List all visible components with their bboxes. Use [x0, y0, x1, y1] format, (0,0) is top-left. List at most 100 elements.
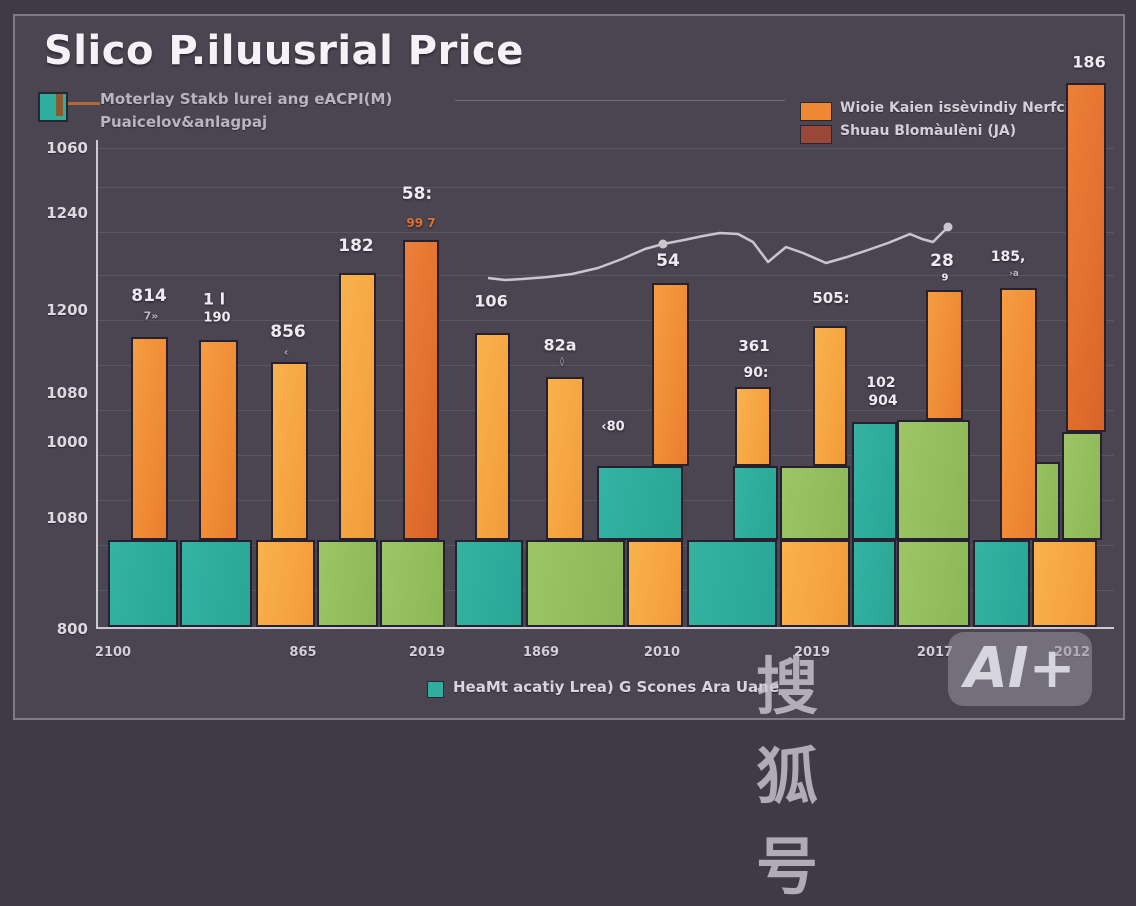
grid-line [96, 365, 1114, 366]
bar [403, 240, 439, 540]
bar [813, 326, 847, 466]
x-tick-label: 1869 [522, 645, 560, 660]
legend-left-line1: Moterlay Stakb lurei ang eACPI(M) [100, 90, 393, 108]
y-tick-label: 1080 [46, 384, 88, 402]
bar [199, 340, 238, 540]
mid-band-bar [780, 466, 850, 540]
value-label: 1 l [202, 289, 226, 309]
value-label: 82a [543, 335, 577, 355]
trend-line-path [487, 226, 949, 282]
value-label: 9 [941, 272, 949, 284]
watermark-badge: AI+ [948, 632, 1092, 706]
value-label: ›a [1009, 269, 1019, 279]
value-label: 186 [1072, 52, 1106, 72]
bar [652, 283, 689, 466]
mid-band-bar [897, 420, 970, 540]
x-tick-label: 2100 [94, 645, 132, 660]
value-label: 814 [131, 286, 167, 306]
value-label: 904 [868, 393, 898, 409]
bar [1000, 288, 1037, 540]
legend-connector-line [68, 102, 100, 105]
value-label: 58: [401, 184, 433, 204]
value-label: 102 [866, 375, 896, 391]
value-label: 361 [738, 337, 770, 355]
legend-left-line2: Puaicelov&anlagpaj [100, 113, 268, 131]
band-segment [687, 540, 777, 627]
value-label: 505: [812, 289, 850, 307]
grid-line [96, 275, 1114, 276]
x-tick-label: 2019 [793, 645, 831, 660]
teal-series-swatch [427, 681, 444, 698]
plot-area: 1060 1240 1200 1080 1000 1080 800 2100 865 2019 18… [46, 52, 1114, 660]
value-label: 7» [143, 309, 159, 323]
y-tick-label: 1060 [46, 139, 88, 157]
value-label: 856 [270, 322, 306, 342]
value-label: 182 [338, 236, 374, 256]
grid-line [96, 232, 1114, 233]
chart-panel: Slico P.iluusrial Price Moterlay Stakb l… [13, 14, 1125, 903]
dark-red-series-swatch [800, 125, 832, 144]
x-tick-label: 865 [289, 645, 317, 660]
bar [1066, 83, 1106, 432]
band-segment [852, 540, 896, 627]
mid-band-bar [733, 466, 778, 540]
legend-item-label: Wioie Kaien issèvindiy Nerfcist [840, 100, 1085, 116]
band-segment [455, 540, 523, 627]
x-tick-label: 2019 [408, 645, 446, 660]
value-label: 90: [743, 365, 769, 381]
band-segment [973, 540, 1030, 627]
band-segment [256, 540, 315, 627]
value-label: ‹ [283, 345, 289, 359]
grid-line [96, 455, 1114, 456]
value-label: ◊ [559, 357, 565, 367]
band-segment [108, 540, 178, 627]
band-segment [897, 540, 970, 627]
bar [339, 273, 376, 540]
y-tick-label: 800 [56, 620, 88, 638]
mid-band-bar [597, 466, 683, 540]
band-segment [780, 540, 850, 627]
candlestick-stripe-icon [56, 94, 63, 116]
bar [546, 377, 584, 540]
value-label: ‹80 [601, 419, 625, 435]
bar [852, 422, 897, 540]
band-segment [627, 540, 683, 627]
band-segment [180, 540, 252, 627]
bar [475, 333, 510, 540]
value-label: 185, [990, 249, 1026, 265]
value-label: 106 [474, 291, 508, 311]
band-segment [526, 540, 625, 627]
value-label: 99 7 [406, 216, 436, 230]
legend-divider-line [455, 100, 785, 101]
value-label: 54 [656, 251, 680, 271]
y-tick-label: 1200 [46, 301, 88, 319]
watermark-badge-label: AI+ [964, 636, 1076, 701]
grid-line [96, 148, 1114, 149]
grid-line [96, 320, 1114, 321]
trend-line-marker [943, 222, 953, 232]
trend-line-marker [658, 239, 668, 249]
y-tick-label: 1000 [46, 433, 88, 451]
band-segment [317, 540, 378, 627]
chart-title: Slico P.iluusrial Price [44, 28, 524, 74]
bar [735, 387, 771, 466]
legend-left-text: Moterlay Stakb lurei ang eACPI(M) Puaice… [100, 88, 520, 134]
grid-line [96, 187, 1114, 188]
value-label: 190 [203, 310, 231, 326]
x-tick-label: 2017 [916, 645, 954, 660]
band-segment [1032, 540, 1097, 627]
legend-item-label: Shuau Blomàulèni (JA) [840, 123, 1017, 139]
bar [131, 337, 168, 540]
trend-line [487, 222, 953, 282]
legend-bottom-label: HeaMt acatiy Lrea) G Scones Ara Uane [453, 678, 779, 696]
grid-line [96, 410, 1114, 411]
orange-series-swatch [800, 102, 832, 121]
bar [271, 362, 308, 540]
mid-band-bar [1062, 432, 1102, 540]
y-tick-label: 1080 [46, 509, 88, 527]
band-segment [380, 540, 445, 627]
y-tick-label: 1240 [46, 204, 88, 222]
value-label: 28 [930, 251, 954, 271]
x-axis-line [96, 627, 1114, 629]
watermark-text: 搜狐号 [756, 650, 823, 903]
